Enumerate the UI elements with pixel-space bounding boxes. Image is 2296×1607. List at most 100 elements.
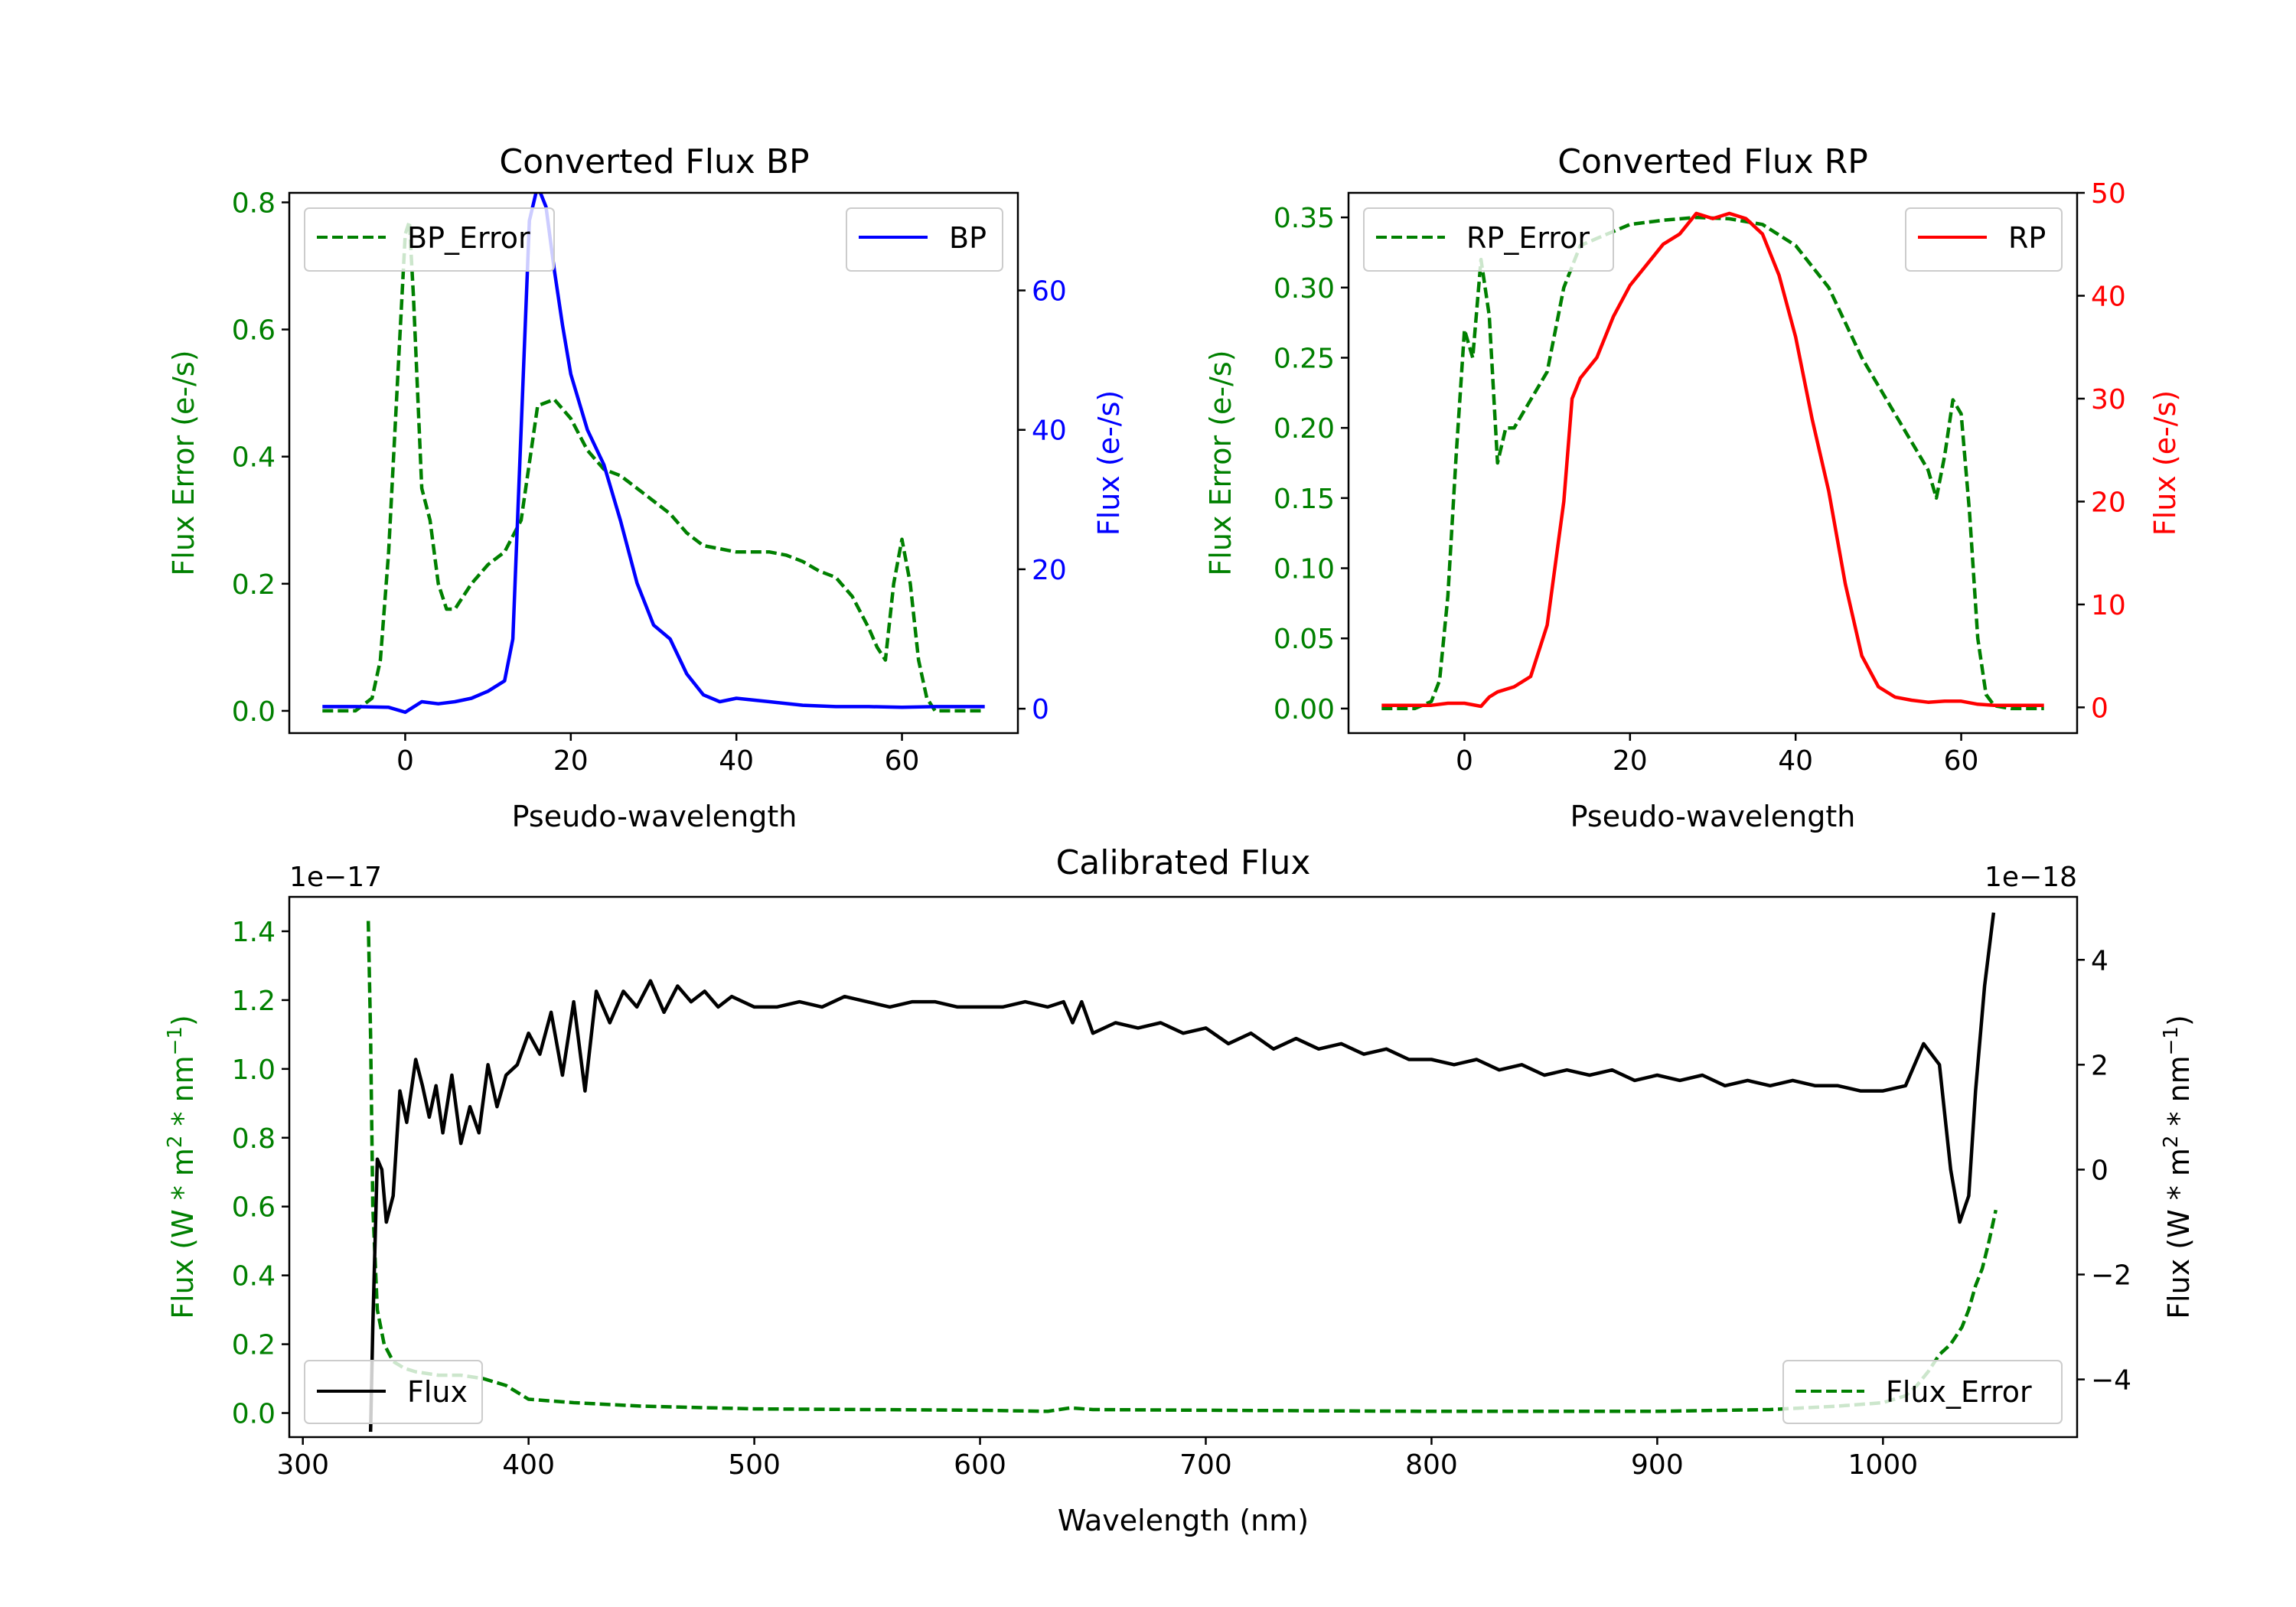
- rp-plot-area: [1381, 211, 2044, 711]
- cal-left-tick-label: 0.6: [232, 1192, 276, 1224]
- bp-plot-area: [322, 193, 985, 714]
- cal-x-tick-label: 400: [502, 1449, 555, 1481]
- bp-right-ticks: 0 20 40 60: [1018, 276, 1067, 725]
- cal-x-tick-label: 500: [728, 1449, 781, 1481]
- rp-right-tick-label: 50: [2091, 178, 2126, 210]
- bp-x-label: Pseudo-wavelength: [512, 800, 797, 833]
- cal-left-tick-label: 0.0: [232, 1399, 276, 1430]
- bp-right-tick-label: 40: [1032, 416, 1067, 447]
- rp-legend-rp-label: RP: [2008, 221, 2046, 255]
- bp-title: Converted Flux BP: [499, 142, 809, 181]
- cal-series-flux-error: [366, 921, 1998, 1413]
- cal-right-axis-label: Flux (W * m2 * nm−1): [2160, 1015, 2196, 1319]
- rp-right-tick-label: 0: [2091, 693, 2108, 724]
- cal-x-tick-label: 300: [276, 1449, 329, 1481]
- bp-series-bp: [322, 193, 985, 714]
- bp-legend-bp: BP: [846, 207, 1003, 272]
- rp-x-label: Pseudo-wavelength: [1570, 800, 1856, 833]
- rp-left-tick-label: 0.35: [1274, 203, 1335, 234]
- rp-legend-error: RP_Error: [1363, 207, 1614, 272]
- cal-left-tick-label: 0.2: [232, 1330, 276, 1361]
- bp-right-tick-label: 60: [1032, 276, 1067, 308]
- rp-x-tick-label: 40: [1778, 745, 1813, 777]
- rp-left-tick-label: 0.25: [1274, 343, 1335, 374]
- cal-right-tick-label: −4: [2091, 1365, 2131, 1397]
- cal-right-offset: 1e−18: [1985, 862, 2077, 893]
- cal-legend-flux-label: Flux: [407, 1375, 468, 1409]
- rp-legend-rp-box: [1905, 207, 2063, 272]
- cal-x-label: Wavelength (nm): [1058, 1504, 1309, 1537]
- bp-right-tick-label: 0: [1032, 694, 1049, 725]
- bp-right-axis-label: Flux (e-/s): [1092, 390, 1126, 536]
- cal-legend-flux: Flux: [304, 1360, 483, 1424]
- rp-panel: Converted Flux RP 0 20 40 60 0.00 0.05 0.10 0.…: [1204, 142, 2182, 833]
- cal-right-ticks: −4 −2 0 2 4: [2077, 945, 2131, 1397]
- cal-x-tick-label: 600: [954, 1449, 1006, 1481]
- cal-legend-error-label: Flux_Error: [1886, 1375, 2032, 1409]
- rp-x-tick-label: 20: [1613, 745, 1648, 777]
- rp-left-tick-label: 0.10: [1274, 554, 1335, 585]
- cal-axes-frame: [288, 895, 2079, 1439]
- rp-left-tick-label: 0.15: [1274, 484, 1335, 515]
- rp-legend-error-box: [1363, 207, 1614, 272]
- bp-left-ticks: 0.0 0.2 0.4 0.6 0.8: [232, 187, 289, 728]
- bp-x-tick-label: 20: [553, 745, 589, 777]
- rp-axes-frame: [1347, 191, 2079, 735]
- cal-right-tick-label: −2: [2091, 1260, 2131, 1292]
- calibrated-panel: Calibrated Flux 1e−17 1e−18 300 400 500 600…: [164, 843, 2196, 1537]
- rp-series-rp-error: [1381, 215, 2044, 711]
- cal-legend-flux-box: [304, 1360, 483, 1424]
- cal-right-tick-label: 4: [2091, 945, 2108, 976]
- rp-x-ticks: 0 20 40 60: [1456, 733, 1978, 777]
- rp-left-tick-label: 0.20: [1274, 413, 1335, 445]
- bp-left-tick-label: 0.0: [232, 696, 276, 728]
- cal-x-tick-label: 900: [1631, 1449, 1684, 1481]
- rp-x-tick-label: 0: [1456, 745, 1473, 777]
- cal-left-tick-label: 1.4: [232, 917, 276, 948]
- cal-left-ticks: 0.0 0.2 0.4 0.6 0.8 1.0 1.2 1.4: [232, 917, 289, 1430]
- rp-right-axis-label: Flux (e-/s): [2148, 390, 2182, 536]
- cal-x-ticks: 300 400 500 600 700 800 900 1000: [276, 1437, 1918, 1481]
- cal-right-tick-label: 2: [2091, 1050, 2108, 1081]
- rp-left-axis-label: Flux Error (e-/s): [1204, 350, 1238, 575]
- cal-plot-area: [366, 912, 1998, 1433]
- rp-right-tick-label: 30: [2091, 384, 2126, 416]
- cal-left-tick-label: 0.8: [232, 1123, 276, 1155]
- bp-x-ticks: 0 20 40 60: [396, 733, 919, 777]
- cal-left-tick-label: 0.4: [232, 1261, 276, 1292]
- cal-left-axis-label: Flux (W * m2 * nm−1): [164, 1015, 200, 1319]
- cal-series-flux: [368, 912, 1996, 1433]
- cal-right-tick-label: 0: [2091, 1155, 2108, 1186]
- rp-left-tick-label: 0.00: [1274, 694, 1335, 725]
- cal-x-tick-label: 1000: [1848, 1449, 1919, 1481]
- cal-legend-error-box: [1782, 1360, 2063, 1424]
- rp-legend-rp: RP: [1905, 207, 2063, 272]
- bp-legend-error-box: [304, 207, 555, 272]
- cal-left-tick-label: 1.2: [232, 986, 276, 1017]
- bp-x-tick-label: 40: [719, 745, 754, 777]
- rp-left-tick-label: 0.05: [1274, 624, 1335, 655]
- rp-left-tick-label: 0.30: [1274, 273, 1335, 305]
- bp-legend-bp-label: BP: [949, 221, 987, 255]
- rp-right-tick-label: 10: [2091, 590, 2126, 621]
- cal-title: Calibrated Flux: [1056, 843, 1311, 882]
- bp-panel: Converted Flux BP 0 20 40 60 0.00.20.40.60.…: [167, 142, 1126, 833]
- bp-left-tick-label: 0.4: [232, 442, 276, 474]
- rp-title: Converted Flux RP: [1557, 142, 1868, 181]
- bp-series-group: [322, 193, 985, 714]
- bp-axes-frame: [288, 191, 1019, 735]
- rp-series-rp: [1381, 211, 2044, 709]
- bp-left-tick-label: 0.2: [232, 569, 276, 601]
- rp-right-tick-label: 20: [2091, 487, 2126, 518]
- cal-legend-error: Flux_Error: [1782, 1360, 2063, 1424]
- cal-left-tick-label: 1.0: [232, 1054, 276, 1086]
- rp-right-tick-label: 40: [2091, 281, 2126, 312]
- bp-left-tick-label: 0.6: [232, 315, 276, 347]
- bp-legend-error: BP_Error: [304, 207, 555, 272]
- rp-right-ticks: 0 10 20 30 40 50: [2077, 178, 2126, 724]
- bp-legend-bp-box: [846, 207, 1003, 272]
- bp-x-tick-label: 0: [396, 745, 414, 777]
- rp-x-tick-label: 60: [1944, 745, 1979, 777]
- bp-left-axis-label: Flux Error (e-/s): [167, 350, 201, 575]
